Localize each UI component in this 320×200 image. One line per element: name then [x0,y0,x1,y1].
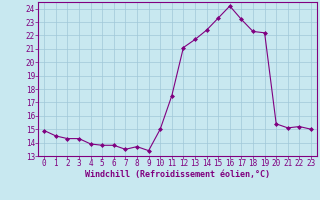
X-axis label: Windchill (Refroidissement éolien,°C): Windchill (Refroidissement éolien,°C) [85,170,270,179]
